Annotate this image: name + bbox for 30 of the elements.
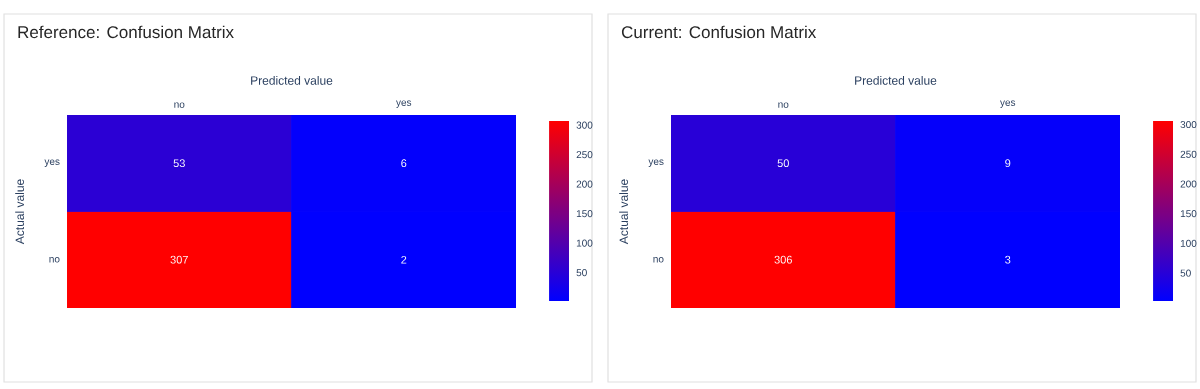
color-bar-label: 250 xyxy=(576,151,593,159)
data-label: 6 xyxy=(401,159,407,168)
x-tick-label: yes xyxy=(1000,100,1016,108)
data-label: 2 xyxy=(401,255,407,264)
y-axis-title: Actual value xyxy=(619,179,629,245)
x-axis-title: Predicted value xyxy=(855,75,937,85)
y-axis-title: Actual value xyxy=(15,179,25,245)
data-label: 9 xyxy=(1005,159,1011,168)
color-bar-label: 300 xyxy=(1180,121,1197,129)
x-axis-title: Predicted value xyxy=(251,75,333,85)
color-bar-label: 150 xyxy=(1180,210,1197,218)
color-bar-label: 50 xyxy=(576,269,587,277)
x-tick-label: no xyxy=(174,102,185,108)
color-bar-label: 300 xyxy=(576,121,593,129)
color-bar-label: 200 xyxy=(1180,180,1197,188)
color-bar-label: 200 xyxy=(576,180,593,188)
color-bar-label: 50 xyxy=(1180,269,1191,277)
color-bar-label: 100 xyxy=(1180,239,1197,247)
data-label: 307 xyxy=(170,255,188,264)
chart-title: Reference: Confusion Matrix xyxy=(18,25,234,39)
chart-title: Current: Confusion Matrix xyxy=(621,25,817,39)
x-tick-label: no xyxy=(778,102,789,108)
data-label: 53 xyxy=(173,159,185,168)
color-bar-label: 100 xyxy=(576,239,593,247)
color-bar-label: 150 xyxy=(576,210,593,218)
x-tick-label: yes xyxy=(396,100,412,108)
color-bar-label: 250 xyxy=(1180,150,1197,158)
data-label: 50 xyxy=(777,159,789,168)
data-label: 3 xyxy=(1005,255,1011,264)
data-label: 306 xyxy=(774,255,792,264)
